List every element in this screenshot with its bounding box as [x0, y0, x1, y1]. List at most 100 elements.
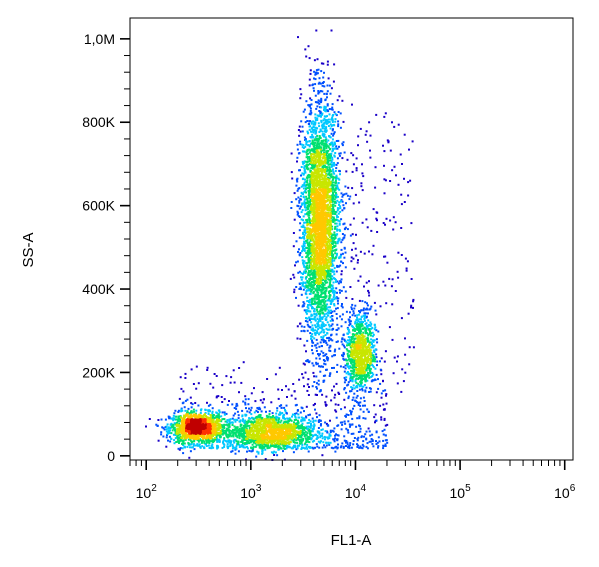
event-point — [301, 250, 303, 253]
event-point — [216, 445, 219, 448]
event-point — [357, 144, 359, 147]
event-point — [360, 325, 363, 328]
event-point — [325, 342, 328, 344]
event-point — [218, 411, 221, 414]
event-point — [187, 412, 190, 415]
event-point — [315, 443, 318, 446]
event-point — [243, 421, 246, 424]
event-point — [340, 273, 343, 276]
event-point — [312, 155, 315, 158]
event-point — [328, 179, 330, 182]
event-point — [330, 187, 333, 190]
event-point — [315, 375, 318, 378]
event-point — [328, 113, 331, 116]
event-point — [370, 363, 373, 366]
event-point — [262, 422, 265, 425]
event-point — [317, 383, 320, 386]
event-point — [320, 275, 323, 278]
event-point — [317, 321, 320, 323]
event-point — [227, 440, 230, 443]
event-point — [334, 348, 337, 351]
event-point — [313, 332, 316, 335]
event-point — [352, 257, 355, 260]
event-point — [360, 182, 363, 185]
event-point — [296, 177, 299, 180]
event-point — [318, 295, 321, 298]
event-point — [308, 145, 311, 148]
event-point — [313, 272, 315, 275]
event-point — [235, 403, 238, 406]
event-point — [273, 450, 276, 453]
event-point — [315, 169, 318, 172]
event-point — [363, 376, 366, 379]
event-point — [311, 164, 313, 167]
event-point — [384, 439, 387, 442]
event-point — [205, 441, 208, 444]
event-point — [223, 427, 226, 430]
event-point — [167, 429, 170, 432]
event-point — [356, 394, 359, 397]
event-point — [363, 252, 366, 255]
event-point — [303, 434, 306, 437]
event-point — [313, 59, 316, 62]
event-point — [347, 420, 350, 423]
event-point — [236, 410, 239, 413]
event-point — [277, 419, 280, 422]
event-point — [343, 151, 346, 154]
event-point — [298, 207, 301, 210]
event-point — [184, 372, 187, 375]
event-point — [274, 451, 277, 454]
event-point — [352, 340, 355, 343]
event-point — [332, 281, 335, 284]
event-point — [329, 257, 332, 260]
event-point — [347, 356, 350, 358]
event-point — [347, 186, 350, 189]
event-point — [300, 330, 303, 333]
event-point — [348, 358, 350, 361]
event-point — [329, 163, 332, 166]
event-point — [304, 221, 307, 224]
event-point — [330, 118, 333, 121]
event-point — [233, 381, 236, 384]
event-point — [267, 422, 269, 425]
event-point — [283, 406, 286, 409]
event-point — [177, 420, 180, 423]
event-point — [251, 416, 253, 419]
event-point — [403, 133, 406, 136]
event-point — [369, 334, 372, 337]
event-point — [320, 139, 323, 142]
event-point — [327, 125, 330, 127]
event-point — [310, 314, 313, 317]
event-point — [312, 83, 314, 86]
event-point — [248, 411, 251, 414]
event-point — [333, 176, 336, 179]
event-point — [343, 388, 346, 391]
event-point — [308, 188, 311, 191]
event-point — [329, 419, 331, 422]
event-point — [300, 272, 303, 275]
event-point — [292, 383, 295, 385]
event-point — [275, 418, 278, 421]
event-point — [304, 185, 307, 188]
event-point — [338, 347, 341, 350]
event-point — [245, 427, 248, 430]
event-point — [337, 297, 340, 300]
event-point — [333, 438, 336, 441]
event-point — [338, 145, 340, 148]
event-point — [410, 306, 412, 309]
event-point — [331, 288, 334, 291]
event-point — [300, 288, 302, 291]
event-point — [299, 205, 302, 208]
event-point — [238, 391, 240, 394]
event-point — [317, 150, 320, 153]
event-point — [295, 412, 298, 415]
event-point — [177, 447, 180, 450]
event-point — [384, 424, 387, 427]
event-point — [305, 198, 308, 200]
event-point — [311, 341, 314, 344]
event-point — [329, 275, 332, 278]
event-point — [326, 184, 329, 187]
event-point — [334, 222, 337, 225]
event-point — [324, 374, 327, 377]
event-point — [292, 423, 295, 426]
